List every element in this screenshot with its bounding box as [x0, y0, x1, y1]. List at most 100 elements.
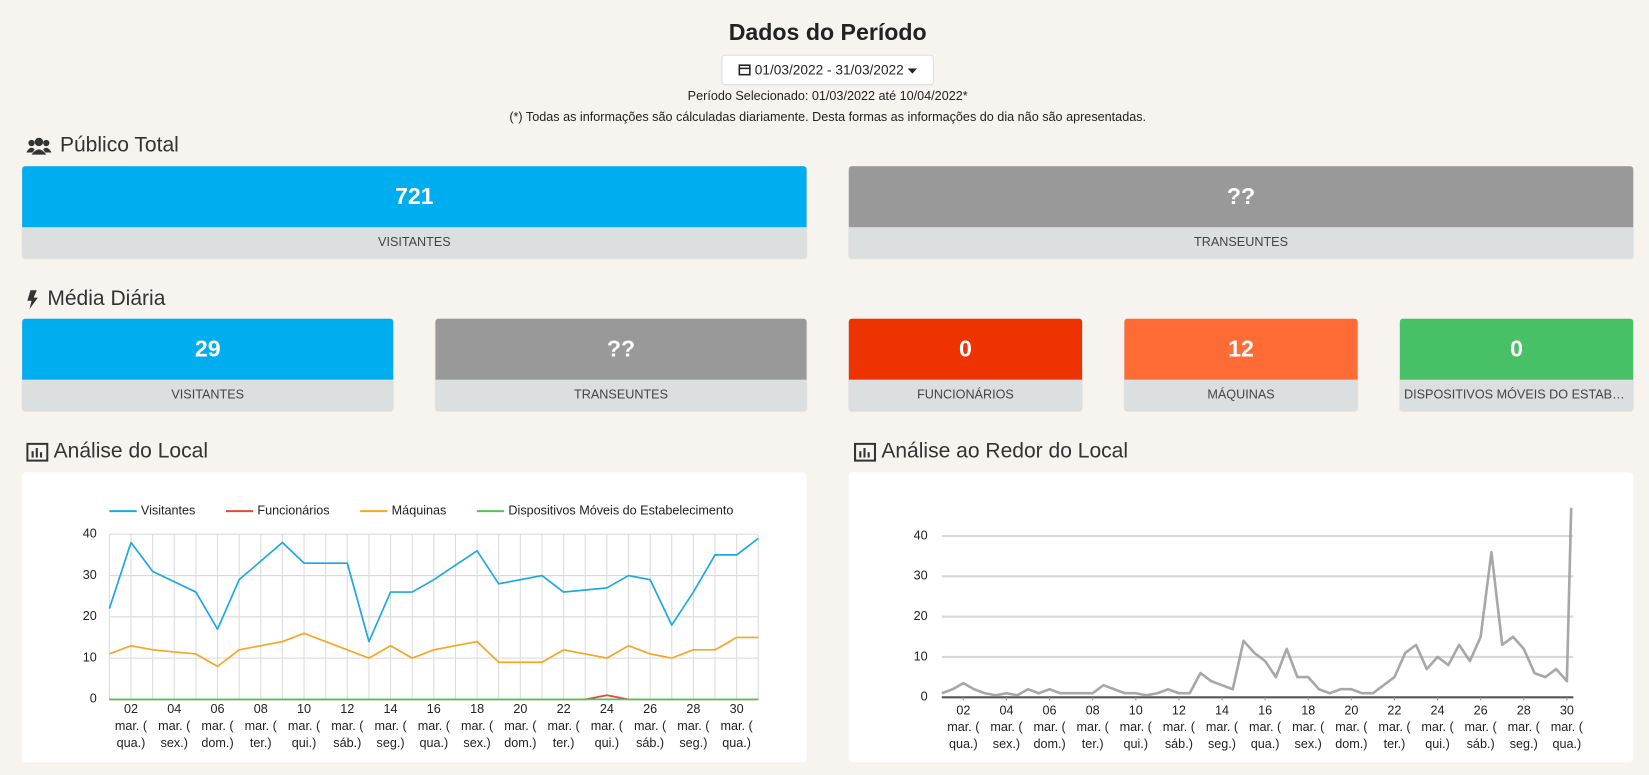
x-tick-label: mar. (	[115, 719, 148, 733]
stat-card: 12 MÁQUINAS	[1124, 318, 1358, 411]
stat-label: FUNCIONÁRIOS	[917, 387, 1014, 402]
x-tick-label: ter.)	[1384, 737, 1406, 751]
x-tick-label: sex.)	[993, 737, 1020, 751]
x-tick-label: 12	[340, 702, 354, 716]
page-title: Dados do Período	[728, 18, 927, 46]
section-title: Análise do Local	[53, 439, 209, 463]
bolt-icon	[27, 289, 38, 309]
x-tick-label: 22	[557, 702, 571, 716]
calendar-icon	[738, 64, 751, 76]
section-header: Análise ao Redor do Local	[853, 439, 1129, 464]
section-title: Análise ao Redor do Local	[881, 439, 1129, 463]
x-tick-label: mar. (	[158, 719, 191, 733]
stat-card: ?? TRANSEUNTES	[848, 166, 1634, 258]
section-header: Média Diária	[26, 287, 165, 311]
stat-card: 0 DISPOSITIVOS MÓVEIS DO ESTABELECIMENTO	[1399, 318, 1634, 411]
series-line	[108, 537, 759, 643]
x-tick-label: 24	[1431, 703, 1445, 717]
x-tick-label: mar. (	[201, 719, 234, 733]
x-tick-label: mar. (	[1508, 720, 1541, 734]
stat-value: 12	[1124, 318, 1358, 380]
x-tick-label: mar. (	[1249, 720, 1282, 734]
y-tick-label: 20	[914, 609, 928, 623]
x-tick-label: seg.)	[1208, 737, 1236, 751]
x-tick-label: mar. (	[461, 719, 494, 733]
x-tick-label: mar. (	[634, 719, 667, 733]
x-tick-label: qui.)	[595, 736, 620, 750]
x-tick-label: 16	[427, 702, 441, 716]
stat-label: VISITANTES	[171, 387, 245, 402]
x-tick-label: mar. (	[245, 719, 278, 733]
x-tick-label: dom.)	[201, 736, 233, 750]
x-tick-label: 30	[730, 702, 744, 716]
y-tick-label: 0	[921, 690, 928, 704]
x-tick-label: mar. (	[1120, 720, 1153, 734]
x-tick-label: 06	[211, 702, 225, 716]
selected-period: Período Selecionado: 01/03/2022 até 10/0…	[687, 88, 968, 104]
x-tick-label: mar. (	[504, 719, 537, 733]
x-tick-label: ter.)	[1082, 737, 1104, 751]
x-tick-label: mar. (	[1292, 720, 1325, 734]
y-tick-label: 40	[83, 527, 97, 541]
x-tick-label: 22	[1387, 703, 1401, 717]
x-tick-label: seg.)	[679, 736, 707, 750]
x-tick-label: 28	[1517, 703, 1531, 717]
x-tick-label: ter.)	[250, 736, 272, 750]
stat-card: 0 FUNCIONÁRIOS	[848, 318, 1083, 411]
x-tick-label: qua.)	[722, 736, 751, 750]
x-tick-label: ter.)	[553, 736, 575, 750]
x-tick-label: qua.)	[419, 736, 448, 750]
series-line	[109, 632, 759, 668]
x-tick-label: dom.)	[1033, 737, 1065, 751]
stat-value: ??	[435, 318, 807, 380]
x-tick-label: qui.)	[292, 736, 317, 750]
x-tick-label: mar. (	[1421, 720, 1454, 734]
x-tick-label: seg.)	[377, 736, 405, 750]
x-tick-label: 04	[167, 702, 181, 716]
stat-label: MÁQUINAS	[1207, 387, 1275, 402]
x-tick-label: mar. (	[288, 719, 321, 733]
stat-label: TRANSEUNTES	[574, 387, 669, 402]
x-tick-label: mar. (	[1465, 720, 1498, 734]
stat-value: 29	[22, 318, 394, 380]
x-tick-label: 12	[1172, 703, 1186, 717]
x-tick-label: 18	[470, 702, 484, 716]
x-tick-label: 20	[513, 702, 527, 716]
x-tick-label: dom.)	[1335, 737, 1367, 751]
legend-label: Visitantes	[141, 503, 195, 517]
legend-label: Dispositivos Móveis do Estabelecimento	[508, 503, 733, 517]
x-tick-label: dom.)	[504, 736, 536, 750]
x-tick-label: 20	[1344, 703, 1358, 717]
y-tick-label: 20	[83, 609, 97, 623]
x-tick-label: qua.)	[1553, 737, 1582, 751]
x-tick-label: mar. (	[721, 719, 754, 733]
x-tick-label: mar. (	[418, 719, 451, 733]
stat-card: ?? TRANSEUNTES	[435, 318, 807, 411]
x-tick-label: qua.)	[117, 736, 146, 750]
date-range-dropdown[interactable]: 01/03/2022 - 31/03/2022	[721, 54, 934, 86]
note: (*) Todas as informações são cálculadas …	[509, 109, 1147, 125]
stat-card: 29 VISITANTES	[22, 318, 394, 411]
x-tick-label: 10	[1129, 703, 1143, 717]
stat-label: TRANSEUNTES	[1194, 234, 1288, 250]
x-tick-label: sáb.)	[333, 736, 361, 750]
x-tick-label: 26	[1474, 703, 1488, 717]
x-tick-label: qua.)	[949, 737, 978, 751]
x-tick-label: mar. (	[1077, 720, 1110, 734]
stat-value: ??	[848, 166, 1634, 228]
x-tick-label: mar. (	[990, 720, 1023, 734]
x-tick-label: mar. (	[1206, 720, 1239, 734]
y-tick-label: 40	[914, 528, 928, 542]
stat-value: 0	[848, 318, 1083, 380]
caret	[907, 68, 918, 74]
x-tick-label: sáb.)	[636, 736, 664, 750]
x-tick-label: 26	[643, 702, 657, 716]
legend-label: Funcionários	[257, 503, 329, 517]
x-tick-label: mar. (	[331, 719, 364, 733]
x-tick-label: seg.)	[1510, 737, 1538, 751]
x-tick-label: qui.)	[1124, 737, 1149, 751]
stat-card: 721 VISITANTES	[22, 166, 807, 258]
x-tick-label: 08	[1086, 703, 1100, 717]
